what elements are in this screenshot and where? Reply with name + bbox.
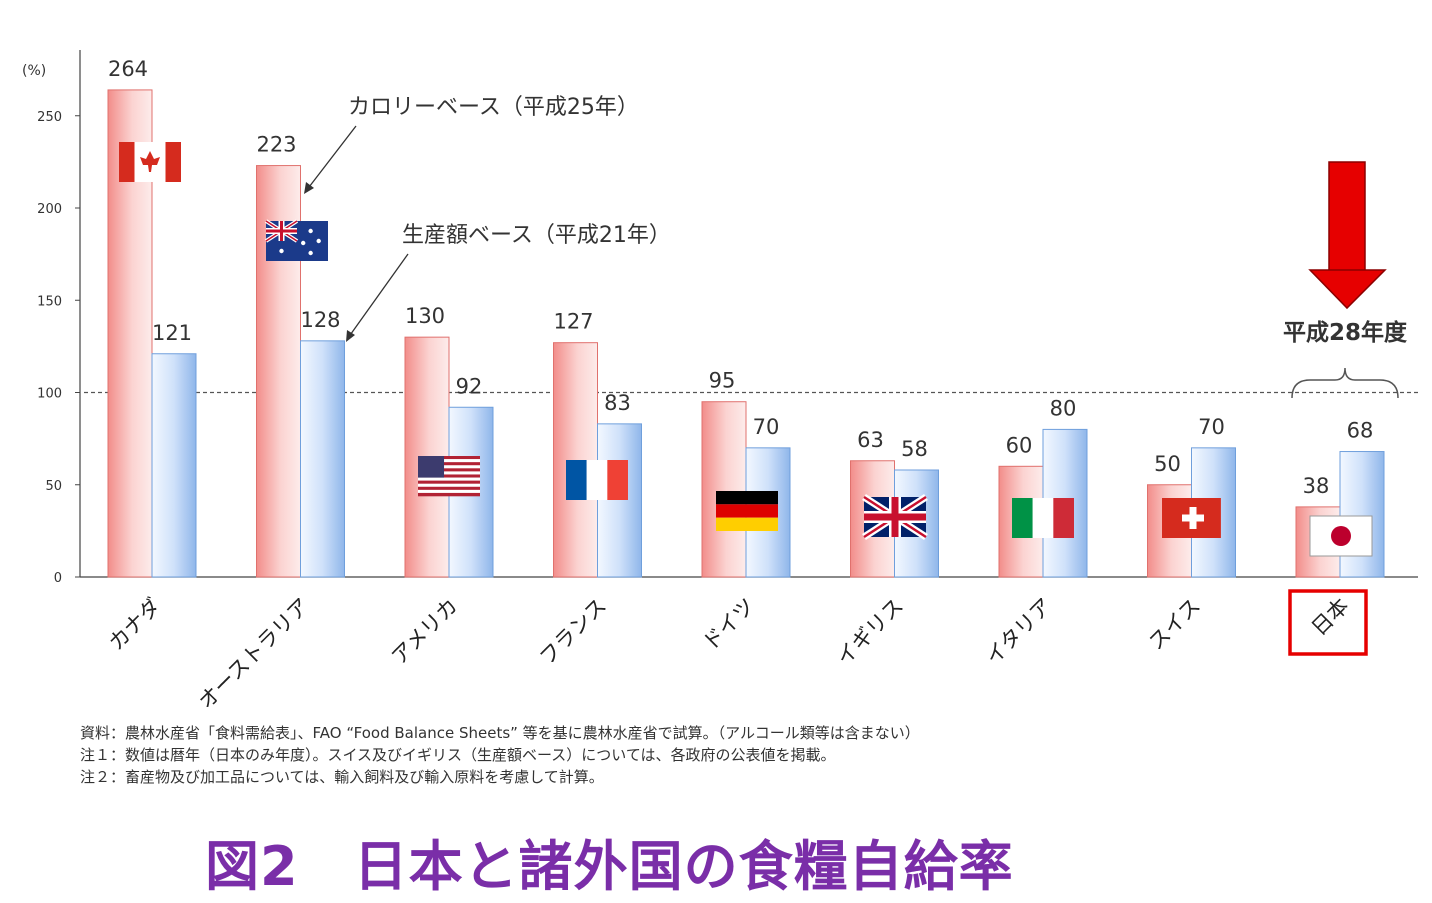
production-bar [1339, 451, 1385, 578]
highlight-year-label: 平成28年度 [1283, 319, 1408, 346]
y-tick-label: 50 [45, 479, 62, 494]
production-value-label: 70 [1198, 415, 1225, 439]
source-note: 資料：農林水産省「食料需給表」、FAO “Food Balance Sheets… [80, 724, 920, 742]
calorie-value-label: 38 [1303, 474, 1330, 498]
callout-arrow-production [347, 253, 409, 339]
production-value-label: 128 [300, 308, 340, 332]
production-value-label: 80 [1050, 396, 1077, 420]
category-label: イギリス [832, 594, 908, 670]
y-tick-label: 250 [37, 110, 62, 125]
france-flag-icon [566, 460, 628, 500]
calorie-value-label: 127 [553, 310, 593, 334]
highlight-brace [1291, 367, 1399, 399]
highlight-category-box [1288, 589, 1368, 656]
production-value-label: 92 [456, 374, 483, 398]
chart-flags [119, 142, 1373, 557]
category-label: スイス [1144, 594, 1205, 655]
production-bar [597, 423, 642, 578]
production-value-label: 58 [901, 437, 928, 461]
category-label: イタリア [981, 594, 1057, 670]
chart-bars [107, 89, 1385, 578]
note-1: 注１：数値は暦年（日本のみ年度）。スイス及びイギリス（生産額ベース）については、… [80, 746, 836, 764]
japan-flag-icon [1309, 515, 1373, 557]
highlight-arrow-shaft [1328, 161, 1366, 273]
production-bar [300, 340, 345, 578]
production-bar [151, 353, 197, 578]
calorie-value-label: 95 [709, 369, 736, 393]
calorie-value-label: 223 [256, 133, 296, 157]
callout-arrow-calorie [305, 125, 357, 192]
y-tick-label: 100 [37, 387, 62, 402]
category-label: オーストラリア [194, 594, 314, 714]
calorie-bar [701, 401, 747, 578]
germany-flag-icon [716, 491, 778, 531]
source-notes: 資料：農林水産省「食料需給表」、FAO “Food Balance Sheets… [80, 722, 920, 788]
calorie-value-label: 50 [1154, 452, 1181, 476]
calorie-value-label: 63 [857, 428, 884, 452]
calorie-value-label: 264 [108, 57, 148, 81]
switzerland-flag-icon [1162, 498, 1221, 538]
y-tick-label: 150 [37, 294, 62, 309]
callout-arrowhead-calorie [304, 182, 314, 194]
production-value-label: 70 [753, 415, 780, 439]
calorie-value-label: 130 [405, 304, 445, 328]
category-label: フランス [535, 594, 611, 670]
figure-title: 図2 日本と諸外国の食糧自給率 [205, 835, 1014, 898]
highlight-arrow-head [1308, 269, 1387, 310]
uk-flag-icon [862, 494, 928, 540]
series-label-production: 生産額ベース（平成21年） [402, 223, 671, 248]
category-label: ドイツ [698, 594, 760, 656]
calorie-bar [553, 342, 598, 578]
callout-arrowhead-production [346, 330, 355, 342]
series-label-calorie: カロリーベース（平成25年） [348, 95, 639, 120]
y-tick-label: 0 [54, 571, 62, 586]
note-2: 注２：畜産物及び加工品については、輸入飼料及び輸入原料を考慮して計算。 [80, 768, 604, 786]
usa-flag-icon [418, 456, 480, 497]
y-tick-label: 200 [37, 202, 62, 217]
food-self-sufficiency-chart: 0 50 100 150 200 250 (%) 264 121 カナダ 223 128 オーストラリ… [22, 50, 1418, 714]
italy-flag-icon [1012, 498, 1074, 538]
category-label: カナダ [104, 594, 166, 656]
category-label: アメリカ [387, 594, 463, 670]
category-label: 日本 [1307, 594, 1354, 641]
calorie-value-label: 60 [1006, 433, 1033, 457]
production-value-label: 68 [1347, 419, 1374, 443]
production-value-label: 121 [152, 321, 192, 345]
australia-flag-icon [264, 219, 328, 261]
chart-annotations: カロリーベース（平成25年） 生産額ベース（平成21年） 平成28年度 [304, 95, 1408, 656]
production-value-label: 83 [604, 391, 631, 415]
canada-flag-icon [119, 142, 181, 182]
y-unit-label: (%) [22, 63, 46, 79]
